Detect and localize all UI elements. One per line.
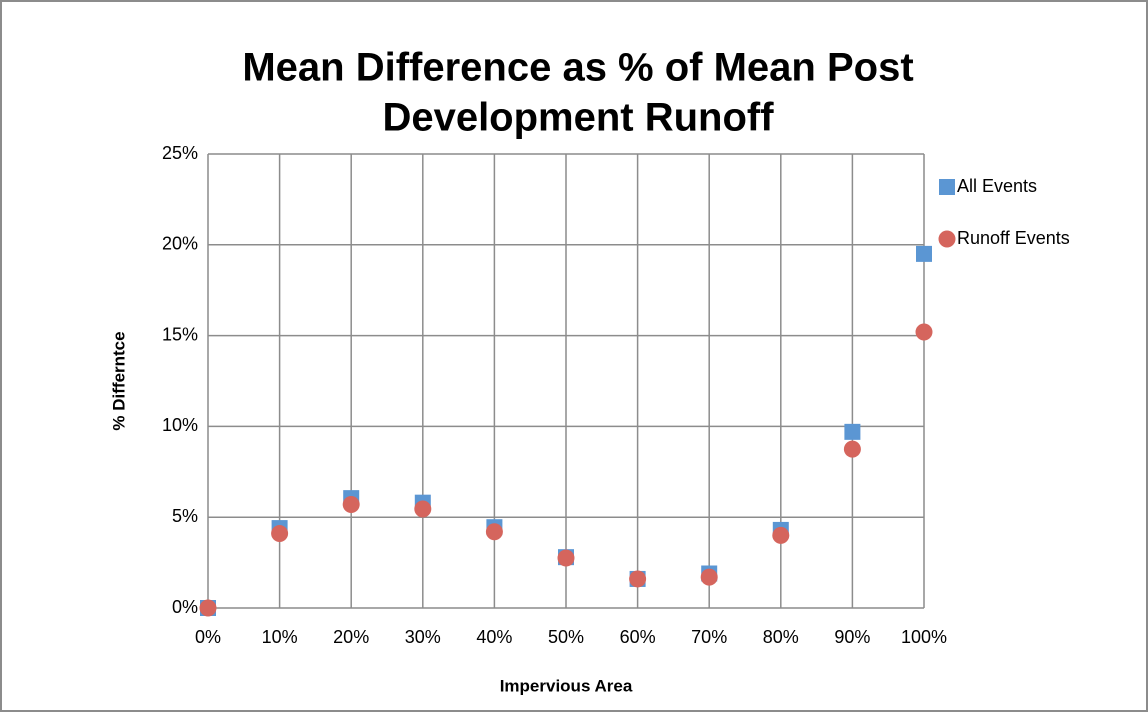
x-tick-label: 80% bbox=[763, 627, 799, 647]
x-tick-label: 30% bbox=[405, 627, 441, 647]
data-point bbox=[485, 523, 503, 541]
legend-marker bbox=[938, 230, 956, 248]
x-tick-label: 100% bbox=[901, 627, 947, 647]
chart-title: Mean Difference as % of Mean Post bbox=[242, 46, 913, 90]
data-point bbox=[843, 440, 861, 458]
data-point bbox=[700, 568, 718, 586]
data-point bbox=[271, 525, 289, 543]
y-tick-label: 5% bbox=[172, 506, 198, 526]
x-tick-label: 0% bbox=[195, 627, 221, 647]
data-point bbox=[772, 526, 790, 544]
data-point bbox=[342, 495, 360, 513]
data-point bbox=[916, 245, 932, 262]
data-point bbox=[199, 599, 217, 617]
y-tick-label: 15% bbox=[162, 324, 198, 344]
y-tick-label: 25% bbox=[162, 143, 198, 163]
data-point bbox=[414, 500, 432, 518]
chart-title: Development Runoff bbox=[382, 96, 774, 140]
data-point bbox=[915, 323, 933, 341]
x-tick-label: 20% bbox=[333, 627, 369, 647]
legend-label: All Events bbox=[957, 176, 1037, 196]
data-point bbox=[557, 549, 575, 567]
y-tick-label: 0% bbox=[172, 597, 198, 617]
y-tick-label: 10% bbox=[162, 415, 198, 435]
x-tick-label: 70% bbox=[691, 627, 727, 647]
x-tick-label: 90% bbox=[834, 627, 870, 647]
data-point bbox=[844, 423, 861, 440]
x-axis-label: Impervious Area bbox=[500, 676, 633, 695]
x-tick-label: 10% bbox=[262, 627, 298, 647]
legend-marker bbox=[939, 179, 955, 195]
x-tick-label: 40% bbox=[476, 627, 512, 647]
data-point bbox=[629, 570, 647, 588]
y-tick-label: 20% bbox=[162, 234, 198, 254]
legend-label: Runoff Events bbox=[957, 228, 1070, 248]
y-axis-label: % Differntce bbox=[109, 331, 128, 430]
x-tick-label: 50% bbox=[548, 627, 584, 647]
x-tick-label: 60% bbox=[620, 627, 656, 647]
